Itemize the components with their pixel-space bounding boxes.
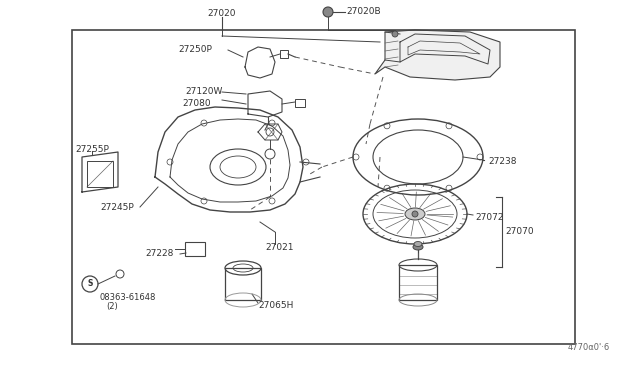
Text: 27228: 27228 (145, 250, 173, 259)
Text: 27245P: 27245P (100, 202, 134, 212)
Bar (87, 161, 113, 187)
Ellipse shape (405, 208, 425, 220)
Bar (280, 50, 288, 58)
Polygon shape (375, 30, 500, 80)
Ellipse shape (413, 244, 423, 250)
Text: (2): (2) (106, 302, 118, 311)
Text: 27021: 27021 (265, 243, 294, 251)
Text: 27250P: 27250P (178, 45, 212, 55)
Bar (185, 242, 205, 256)
Text: 27065H: 27065H (258, 301, 293, 311)
Bar (72, 30, 575, 344)
Text: 27070: 27070 (505, 228, 534, 237)
Text: 27020B: 27020B (346, 7, 381, 16)
Ellipse shape (414, 241, 422, 247)
Text: 27255P: 27255P (75, 144, 109, 154)
Text: 27238: 27238 (488, 157, 516, 167)
Bar (295, 99, 305, 107)
Circle shape (392, 31, 398, 37)
Text: S: S (87, 279, 93, 289)
Text: 27072: 27072 (475, 212, 504, 221)
Bar (225, 268, 261, 300)
Text: 08363-61648: 08363-61648 (100, 292, 156, 301)
Circle shape (412, 211, 418, 217)
Text: 27120W: 27120W (185, 87, 222, 96)
Bar (399, 265, 437, 300)
Circle shape (323, 7, 333, 17)
Text: 4770α0'·6: 4770α0'·6 (568, 343, 610, 352)
Text: 27020: 27020 (208, 10, 236, 19)
Text: 27080: 27080 (182, 99, 211, 109)
